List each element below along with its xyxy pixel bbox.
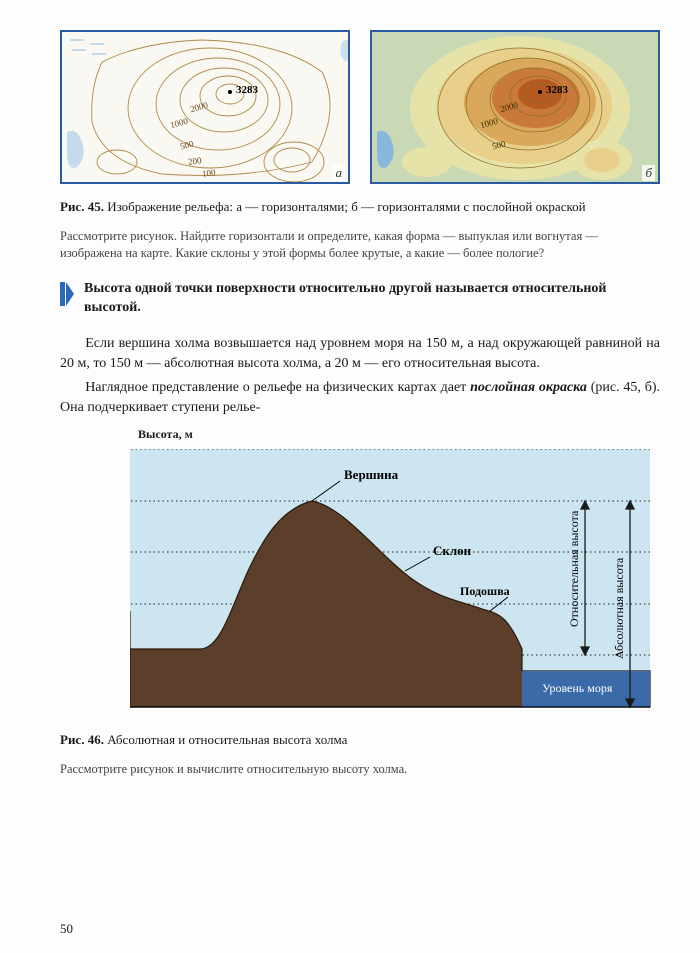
textbook-page: 3283 2000 1000 500 200 100 а bbox=[0, 0, 700, 953]
definition-block: Высота одной точки поверхности относител… bbox=[60, 280, 660, 318]
y-axis-title: Высота, м bbox=[138, 427, 193, 442]
figure-45-caption: Рис. 45. Изображение рельефа: а — горизо… bbox=[60, 198, 660, 216]
para2-pre: Наглядное представление о рельефе на физ… bbox=[85, 380, 470, 395]
instruction-2: Рассмотрите рисунок и вычислите относите… bbox=[60, 761, 660, 778]
vershina-label: Вершина bbox=[344, 467, 399, 482]
peak-elevation-label: 3283 bbox=[236, 84, 258, 96]
contour-label-100: 100 bbox=[202, 167, 216, 178]
peak-elevation-label-b: 3283 bbox=[546, 84, 568, 96]
hill-cross-section-svg: Вершина Склон Подошва Уровень моря Относ… bbox=[130, 449, 660, 721]
paragraph-2: Наглядное представление о рельефе на физ… bbox=[60, 378, 660, 419]
fig46-label: Рис. 46. bbox=[60, 732, 104, 747]
definition-marker-icon bbox=[60, 280, 74, 308]
absolute-height-label: Абсолютная высота bbox=[612, 557, 626, 659]
figure-45-maps: 3283 2000 1000 500 200 100 а bbox=[60, 30, 660, 184]
page-number: 50 bbox=[60, 921, 73, 937]
para2-em: послойная окраска bbox=[470, 380, 587, 395]
sea-level-label: Уровень моря bbox=[542, 681, 613, 695]
fig45-label: Рис. 45. bbox=[60, 199, 104, 214]
figure-46-caption: Рис. 46. Абсолютная и относительная высо… bbox=[60, 731, 660, 749]
map-panel-a: 3283 2000 1000 500 200 100 а bbox=[60, 30, 350, 184]
panel-letter-b: б bbox=[642, 165, 655, 181]
relative-height-label: Относительная высота bbox=[567, 510, 581, 627]
panel-letter-a: а bbox=[333, 165, 346, 181]
map-panel-b: 3283 2000 1000 500 б bbox=[370, 30, 660, 184]
definition-text: Высота одной точки поверхности относител… bbox=[84, 280, 660, 318]
paragraph-1: Если вершина холма возвышается над уровн… bbox=[60, 334, 660, 375]
figure-46-diagram: Высота, м bbox=[60, 431, 660, 721]
podoshva-label: Подошва bbox=[460, 584, 510, 598]
fig46-text: Абсолютная и относительная высота холма bbox=[107, 732, 347, 747]
instruction-1: Рассмотрите рисунок. Найдите горизонтали… bbox=[60, 228, 660, 262]
contour-label-200: 200 bbox=[187, 155, 202, 167]
fig45-text: Изображение рельефа: а — горизонталями; … bbox=[107, 199, 585, 214]
sklon-label: Склон bbox=[433, 543, 472, 558]
